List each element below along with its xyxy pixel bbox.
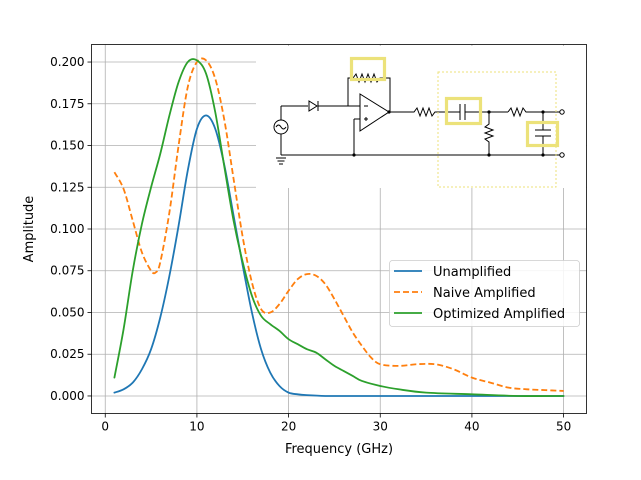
node-dot [541, 110, 545, 114]
node-dot [387, 110, 391, 114]
shunt-resistor-icon [483, 112, 495, 155]
op-amp-signs [364, 105, 368, 121]
op-amp-inputs [348, 105, 360, 155]
y-tick-label: 0.175 [50, 97, 84, 111]
highlight-shunt-capacitor [525, 120, 560, 148]
y-tick-label: 0.025 [50, 347, 84, 361]
ac-wave-icon [275, 124, 287, 130]
circuit-inset [256, 46, 586, 188]
axes-frame [91, 44, 587, 414]
legend-box [389, 260, 580, 327]
x-tick-label: 30 [373, 420, 388, 434]
inset-background [256, 46, 586, 188]
op-amp-icon [359, 93, 390, 132]
x-tick-label: 50 [556, 420, 571, 434]
node-dot [487, 153, 491, 157]
ground-symbol-icon [276, 157, 286, 165]
series-layer [113, 57, 565, 397]
y-tick-label: 0.125 [50, 180, 84, 194]
series-capacitor-icon [459, 104, 508, 120]
x-tick-label: 10 [189, 420, 204, 434]
output-terminal-icon [559, 109, 565, 115]
legend-label-unamplified: Unamplified [433, 265, 511, 280]
y-tick-label: 0.000 [50, 389, 84, 403]
y-tick-label: 0.050 [50, 305, 84, 319]
x-axis-label: Frequency (GHz) [285, 442, 393, 457]
y-tick-label: 0.075 [50, 264, 84, 278]
series-resistor-icon [389, 106, 460, 118]
highlight-series-capacitor [444, 96, 483, 126]
highlight-feedback-resistor [349, 56, 387, 82]
node-dot [487, 110, 491, 114]
ac-source-icon [273, 119, 289, 135]
y-tick-label: 0.200 [50, 55, 84, 69]
legend: Unamplified Naive Amplified Optimized Am… [389, 260, 580, 327]
axes-ticks: 0 10 20 30 40 50 0.000 0.025 0.050 0.075 0.100 0.12… [50, 55, 571, 433]
x-tick-label: 40 [464, 420, 479, 434]
x-tick-label: 20 [281, 420, 296, 434]
y-tick-label: 0.150 [50, 139, 84, 153]
y-axis-label: Amplitude [22, 196, 37, 263]
x-tick-label: 0 [101, 420, 109, 434]
node-dot [541, 153, 545, 157]
series-line-optimized-amplified [113, 58, 565, 397]
diode-icon [308, 100, 318, 112]
y-tick-label: 0.100 [50, 222, 84, 236]
node-dot [352, 153, 356, 157]
filter-stage-box [437, 71, 557, 188]
series-line-naive-amplified [113, 57, 564, 392]
output-resistor-icon [507, 106, 560, 118]
output-terminal-icon [559, 152, 565, 158]
legend-label-optimized-amplified: Optimized Amplified [433, 307, 565, 322]
legend-label-naive-amplified: Naive Amplified [433, 286, 536, 301]
